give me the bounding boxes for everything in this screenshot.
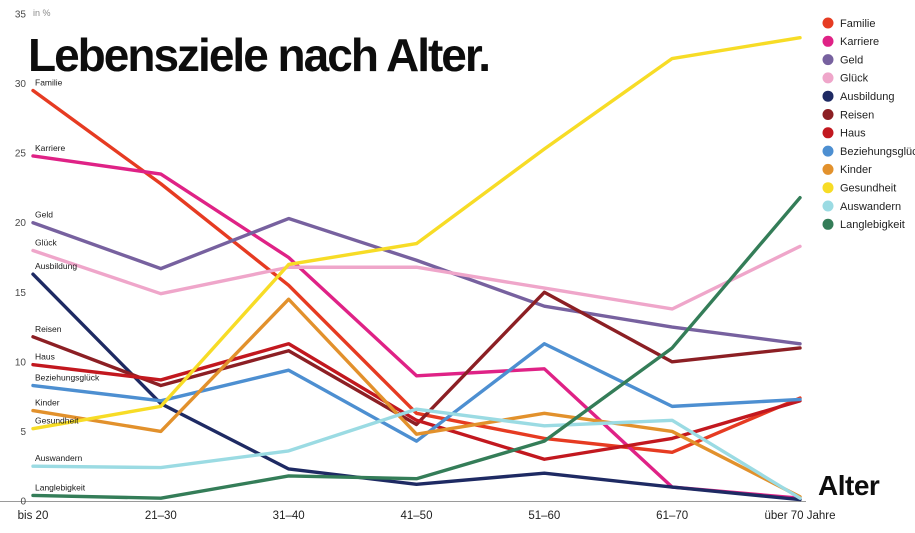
- legend-swatch-glueck: [822, 72, 834, 84]
- x-axis-tick-label-41-50: 41–50: [401, 510, 433, 522]
- legend-swatch-familie: [822, 17, 834, 29]
- series-start-label-beziehungsglueck: Beziehungsglück: [35, 373, 100, 383]
- x-axis-tick-label-51-60: 51–60: [528, 510, 560, 522]
- legend-swatch-karriere: [822, 35, 834, 47]
- y-axis-tick-label: 15: [15, 288, 27, 299]
- legend-swatch-ausbildung: [822, 90, 834, 102]
- y-axis-tick-label: 0: [20, 497, 26, 508]
- series-start-label-ausbildung: Ausbildung: [35, 261, 77, 271]
- series-start-label-glueck: Glück: [35, 238, 57, 248]
- legend-swatch-kinder: [822, 163, 834, 175]
- series-start-label-familie: Familie: [35, 78, 63, 88]
- x-axis-tick-label-61-70: 61–70: [656, 510, 688, 522]
- legend-swatch-geld: [822, 54, 834, 66]
- series-line-gesundheit: [31, 35, 802, 431]
- legend-label-haus: Haus: [840, 128, 866, 140]
- legend-swatch-auswandern: [822, 200, 834, 212]
- series-line-kinder: [31, 297, 802, 499]
- x-axis-tick-label-ueber-70-jahre: über 70 Jahre: [765, 510, 836, 522]
- legend-swatch-haus: [822, 127, 834, 139]
- series-start-label-kinder: Kinder: [35, 398, 60, 408]
- y-axis-tick-label: 30: [15, 79, 27, 90]
- legend-item-geld: Geld: [822, 54, 863, 66]
- legend-item-langlebigkeit: Langlebigkeit: [822, 218, 905, 231]
- y-axis-tick-label: 20: [15, 218, 27, 229]
- series-line-glueck: [31, 244, 802, 311]
- legend-label-reisen: Reisen: [840, 109, 874, 121]
- y-axis-tick-label: 5: [20, 427, 26, 438]
- series-line-haus: [31, 342, 802, 461]
- x-axis-tick-label-31-40: 31–40: [273, 510, 305, 522]
- y-axis-tick-label: 25: [15, 149, 27, 160]
- legend-item-reisen: Reisen: [822, 109, 874, 121]
- legend-item-kinder: Kinder: [822, 163, 872, 176]
- series-start-label-gesundheit: Gesundheit: [35, 416, 79, 426]
- legend-label-geld: Geld: [840, 54, 863, 66]
- legend: Familie Karriere Geld Glück Ausbildung Reisen…: [822, 17, 915, 231]
- legend-item-glueck: Glück: [822, 72, 869, 85]
- legend-label-ausbildung: Ausbildung: [840, 91, 894, 103]
- legend-label-karriere: Karriere: [840, 36, 879, 48]
- series-start-label-auswandern: Auswandern: [35, 453, 83, 463]
- series-start-label-geld: Geld: [35, 210, 53, 220]
- x-axis-label: Alter: [818, 470, 880, 501]
- legend-label-langlebigkeit: Langlebigkeit: [840, 219, 905, 231]
- legend-item-auswandern: Auswandern: [822, 200, 901, 213]
- legend-item-familie: Familie: [822, 17, 875, 30]
- series-start-label-karriere: Karriere: [35, 143, 66, 153]
- legend-item-ausbildung: Ausbildung: [822, 90, 894, 103]
- legend-swatch-gesundheit: [822, 182, 834, 194]
- series-line-ausbildung: [31, 272, 802, 502]
- legend-swatch-langlebigkeit: [822, 218, 834, 230]
- legend-item-haus: Haus: [822, 127, 866, 140]
- legend-item-gesundheit: Gesundheit: [822, 182, 896, 195]
- legend-label-kinder: Kinder: [840, 164, 872, 176]
- legend-swatch-reisen: [822, 109, 834, 120]
- legend-label-beziehungsglueck: Beziehungsglück: [840, 146, 915, 158]
- series-line-beziehungsglueck: [31, 342, 802, 443]
- series-start-label-reisen: Reisen: [35, 324, 62, 334]
- series-line-auswandern: [31, 407, 802, 500]
- series-start-label-langlebigkeit: Langlebigkeit: [35, 482, 86, 492]
- series-line-reisen: [31, 290, 802, 427]
- chart-title: Lebensziele nach Alter.: [28, 29, 491, 81]
- y-axis-tick-label: 10: [15, 357, 27, 368]
- legend-label-auswandern: Auswandern: [840, 201, 901, 213]
- y-axis-tick-label: 35: [15, 10, 27, 21]
- legend-swatch-beziehungsglueck: [822, 145, 834, 157]
- legend-item-beziehungsglueck: Beziehungsglück: [822, 145, 915, 158]
- series-line-langlebigkeit: [31, 195, 802, 500]
- x-axis-tick-label-21-30: 21–30: [145, 510, 177, 522]
- series-line-familie: [31, 88, 802, 454]
- series-line-geld: [31, 216, 802, 346]
- legend-item-karriere: Karriere: [822, 35, 879, 48]
- legend-label-familie: Familie: [840, 18, 875, 30]
- legend-label-glueck: Glück: [840, 73, 869, 85]
- x-axis-tick-label-bis-20: bis 20: [18, 510, 49, 522]
- legend-label-gesundheit: Gesundheit: [840, 183, 896, 195]
- y-axis-unit-label: in %: [33, 8, 51, 18]
- series-start-label-haus: Haus: [35, 352, 55, 362]
